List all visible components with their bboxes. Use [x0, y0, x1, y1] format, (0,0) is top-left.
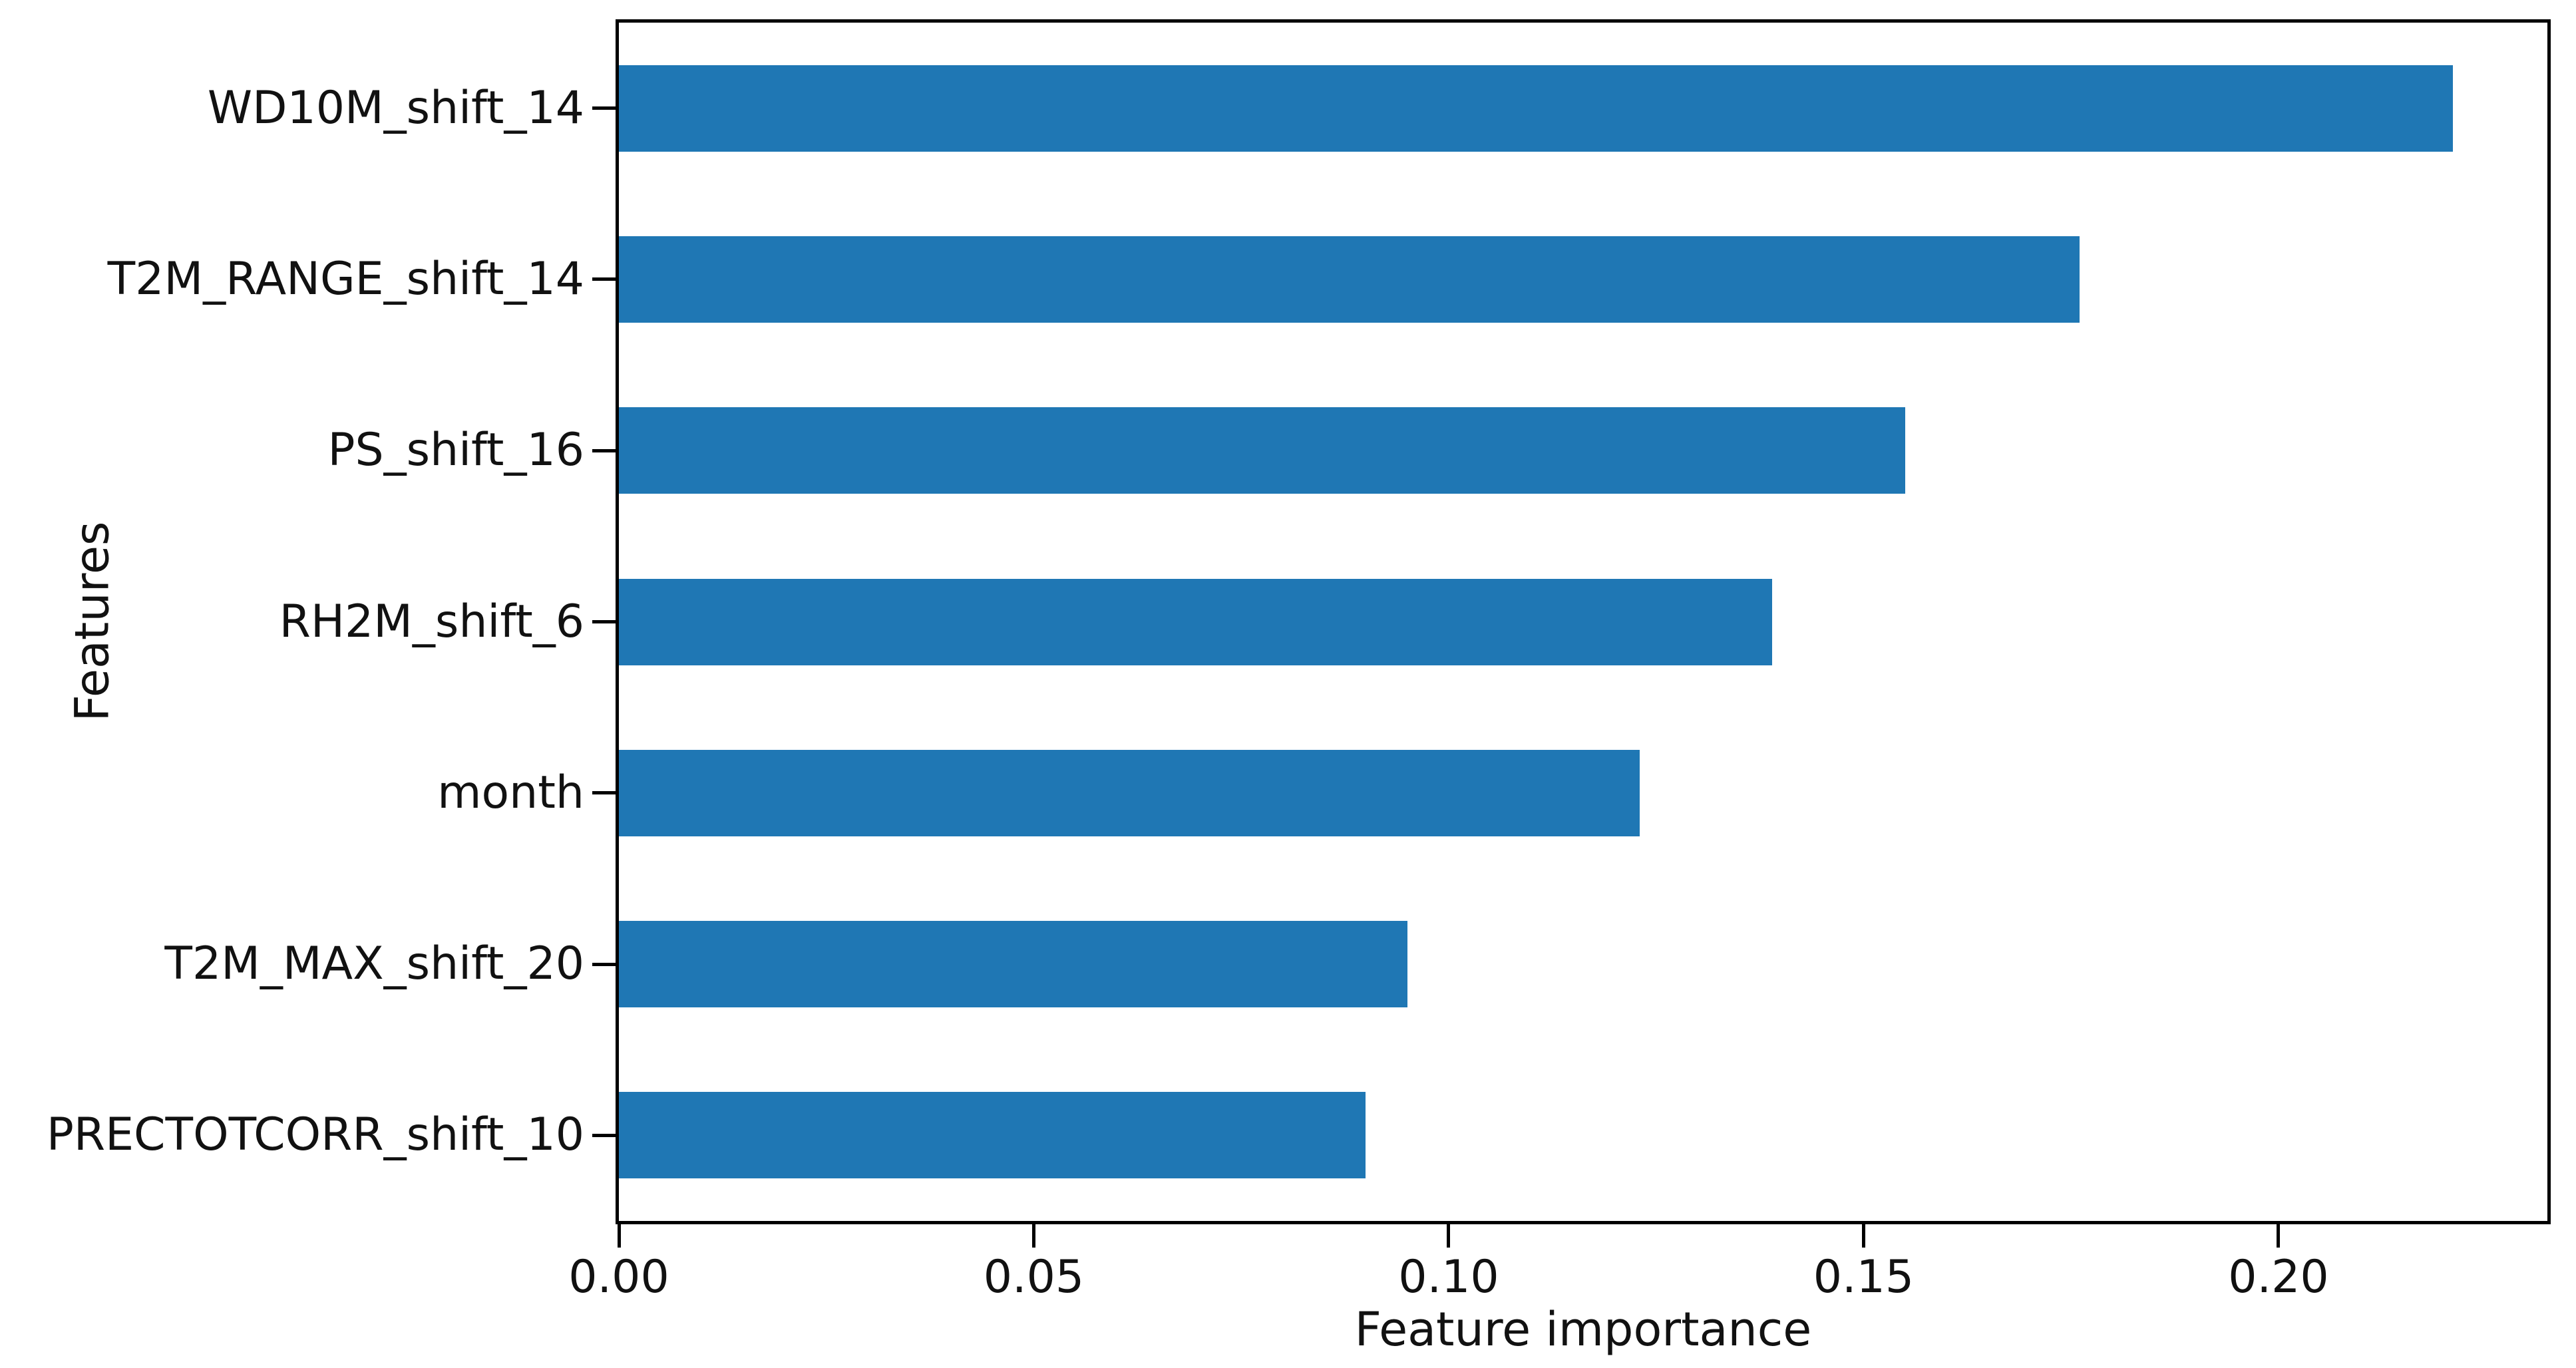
y-tick-mark [592, 962, 619, 966]
bar [619, 1092, 1366, 1179]
x-tick-mark [1447, 1221, 1451, 1248]
bar [619, 578, 1772, 665]
bar [619, 749, 1640, 836]
y-tick-mark [592, 620, 619, 623]
x-tick-mark [1861, 1221, 1865, 1248]
x-axis-title: Feature importance [1354, 1302, 1812, 1357]
y-tick-mark [592, 1133, 619, 1137]
bar [619, 407, 1905, 494]
y-tick-mark [592, 448, 619, 452]
bar [619, 921, 1407, 1008]
x-tick-label: 0.15 [1813, 1251, 1915, 1303]
x-tick-label: 0.20 [2228, 1251, 2329, 1303]
x-tick-mark [1031, 1221, 1035, 1248]
x-tick-label: 0.00 [568, 1251, 669, 1303]
y-tick-label: T2M_MAX_shift_20 [164, 938, 584, 991]
y-tick-label: RH2M_shift_6 [279, 595, 584, 648]
x-tick-label: 0.05 [983, 1251, 1085, 1303]
x-tick-mark [617, 1221, 621, 1248]
bar [619, 65, 2453, 152]
y-tick-label: PS_shift_16 [327, 424, 584, 477]
y-tick-label: month [437, 766, 584, 819]
y-tick-mark [592, 106, 619, 110]
x-tick-mark [2277, 1221, 2281, 1248]
x-tick-label: 0.10 [1398, 1251, 1499, 1303]
y-tick-label: WD10M_shift_14 [207, 81, 584, 134]
y-tick-mark [592, 791, 619, 795]
y-tick-mark [592, 277, 619, 281]
y-tick-label: T2M_RANGE_shift_14 [107, 252, 584, 305]
bar [619, 236, 2080, 323]
y-tick-label: PRECTOTCORR_shift_10 [46, 1109, 584, 1162]
